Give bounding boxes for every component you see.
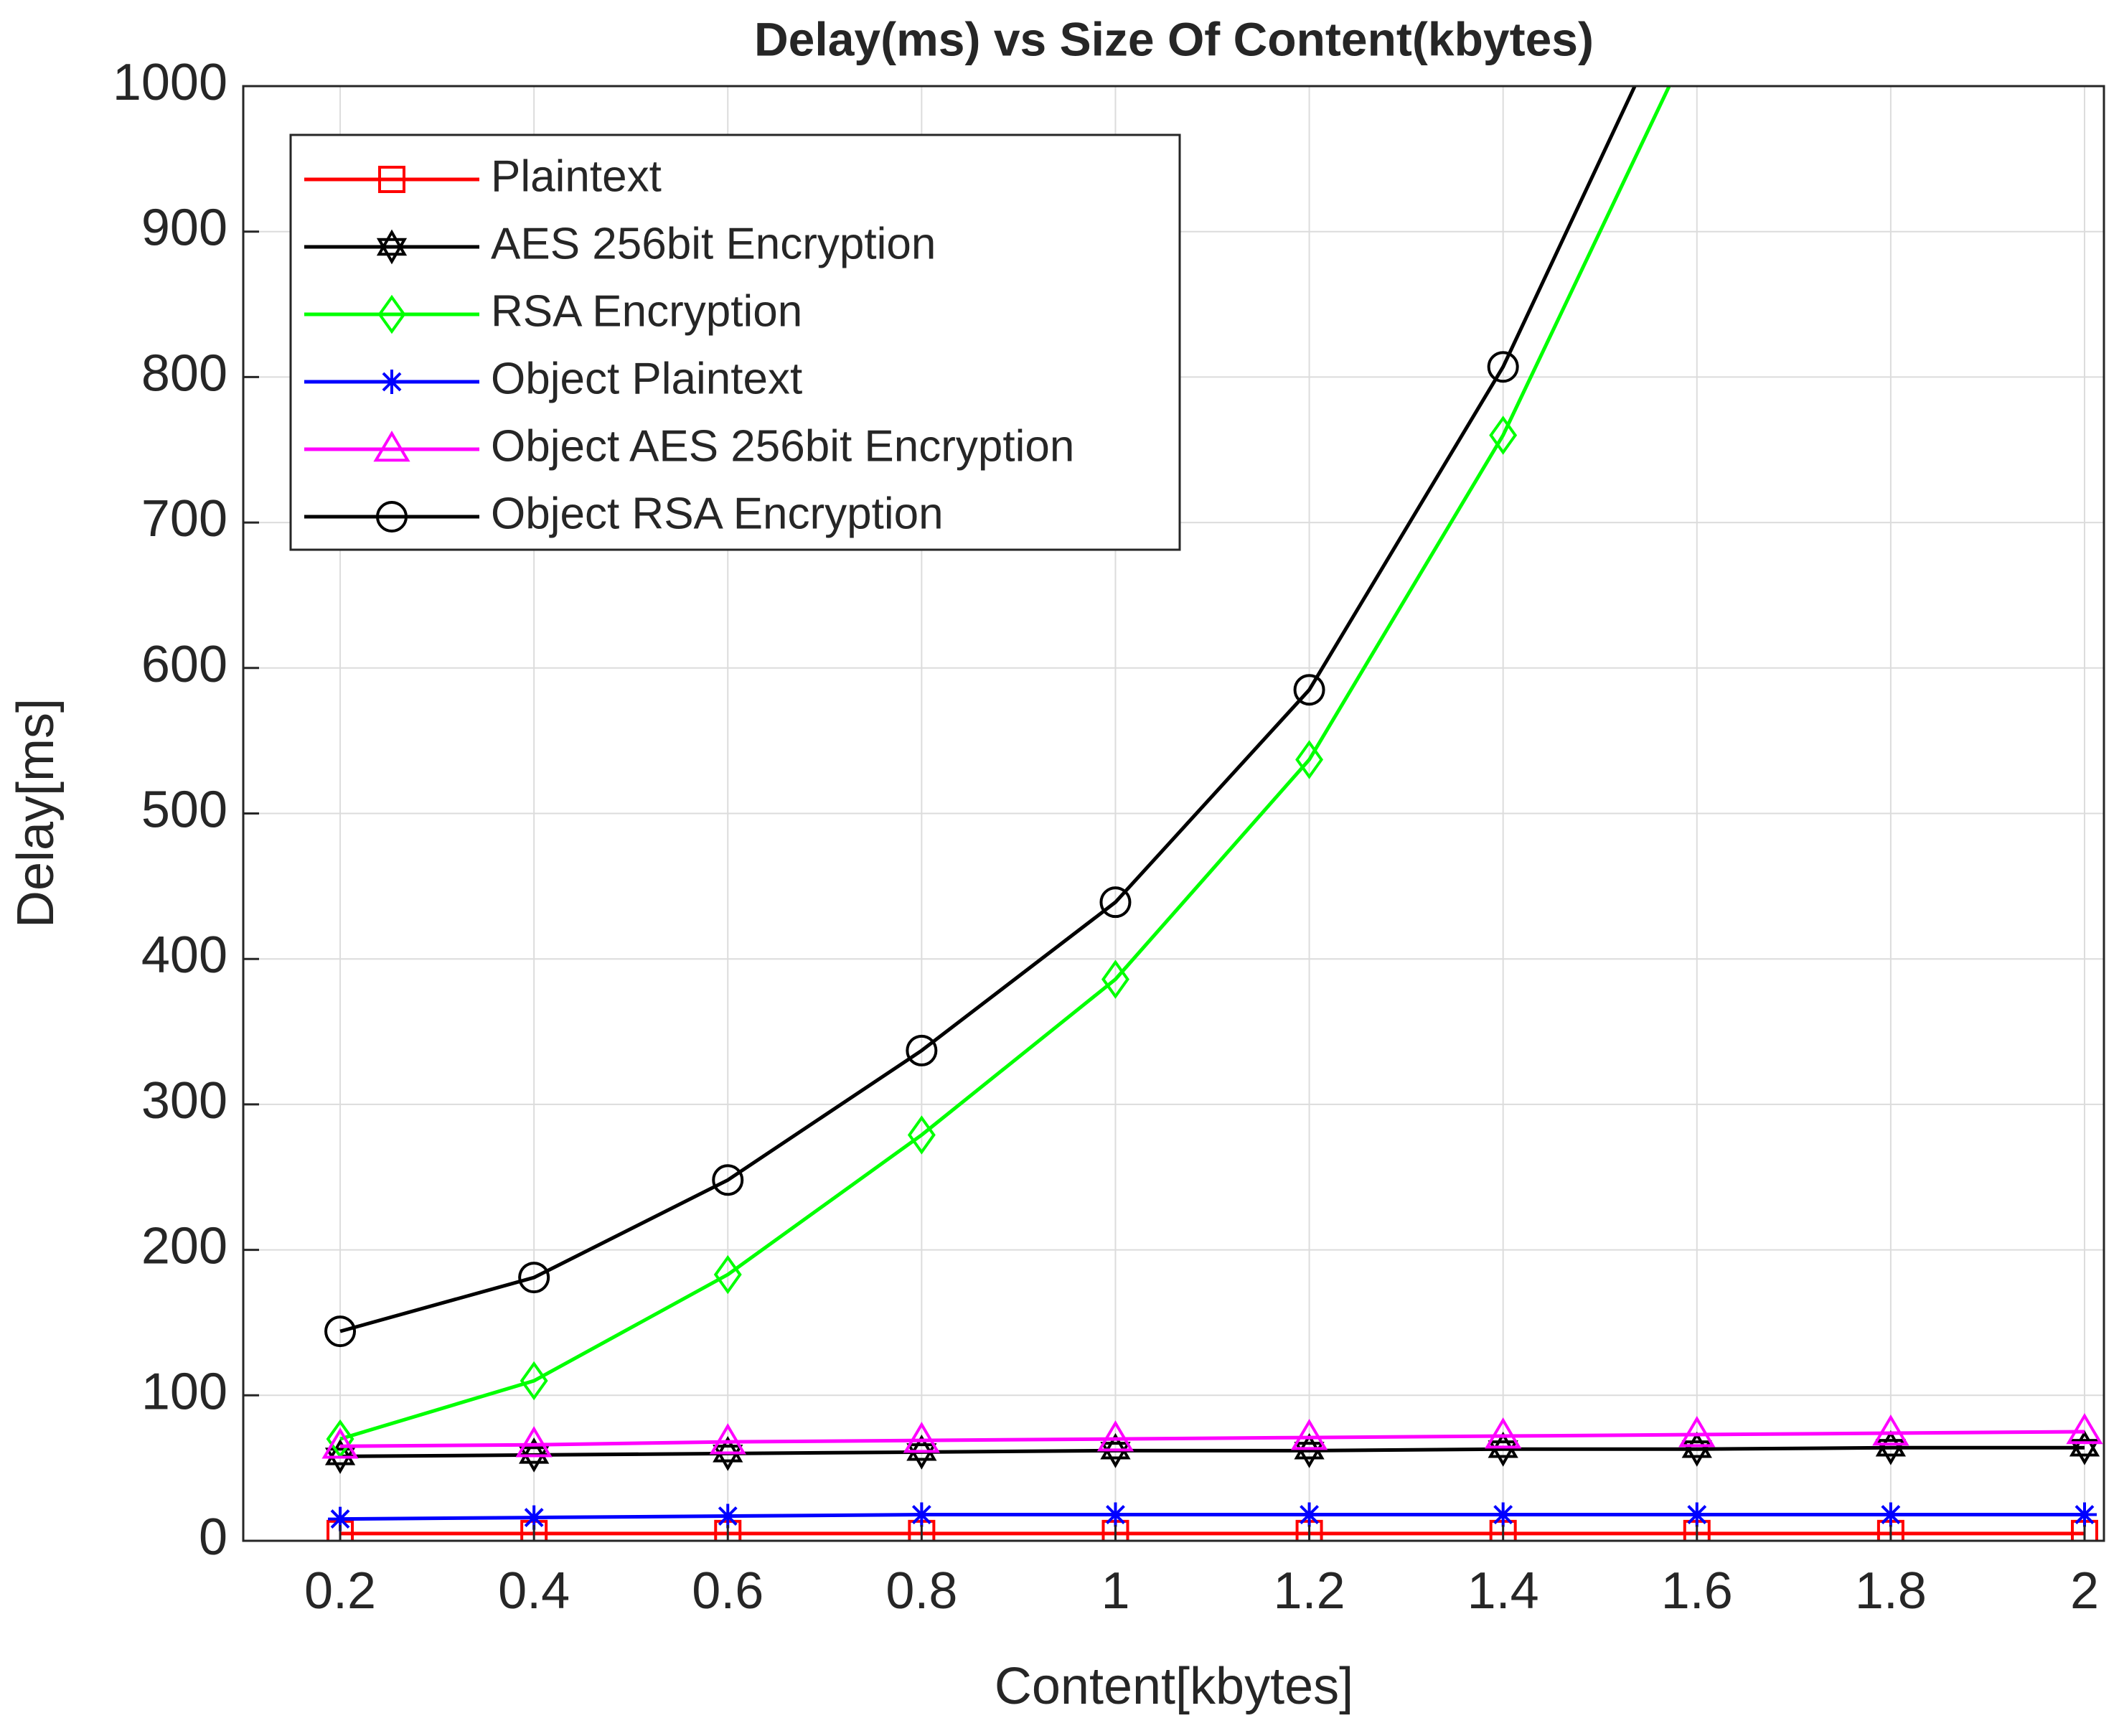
marker bbox=[1290, 1419, 1328, 1450]
y-tick-label: 1000 bbox=[113, 54, 227, 111]
x-tick-label: 0.6 bbox=[692, 1562, 764, 1620]
marker bbox=[1096, 1420, 1134, 1452]
x-tick-label: 1.8 bbox=[1855, 1562, 1927, 1620]
marker bbox=[1293, 674, 1325, 706]
x-tick-label: 1.6 bbox=[1661, 1562, 1733, 1620]
marker bbox=[1489, 416, 1518, 455]
x-tick-label: 1 bbox=[1101, 1562, 1129, 1620]
marker bbox=[380, 370, 404, 394]
marker bbox=[1878, 1502, 1903, 1527]
series-line bbox=[340, 1430, 2085, 1448]
legend-label: AES 256bit Encryption bbox=[491, 219, 936, 268]
x-tick-label: 0.4 bbox=[498, 1562, 570, 1620]
marker bbox=[378, 166, 405, 193]
marker bbox=[906, 1434, 937, 1470]
marker bbox=[713, 1435, 743, 1471]
y-tick-label: 300 bbox=[141, 1072, 227, 1130]
marker bbox=[376, 501, 408, 532]
y-tick-label: 500 bbox=[141, 782, 227, 839]
marker bbox=[324, 1439, 356, 1474]
y-tick-label: 700 bbox=[141, 490, 227, 548]
series-line bbox=[339, 86, 1637, 1333]
series-line bbox=[340, 1513, 2085, 1521]
legend-label: Plaintext bbox=[491, 151, 662, 201]
marker bbox=[715, 1503, 741, 1529]
marker bbox=[522, 1505, 547, 1530]
x-axis-label: Content[kbytes] bbox=[995, 1658, 1353, 1715]
marker bbox=[1685, 11, 1709, 45]
x-tick-label: 0.2 bbox=[304, 1562, 376, 1620]
marker bbox=[909, 1502, 934, 1527]
marker bbox=[1872, 1414, 1909, 1446]
marker bbox=[1297, 1502, 1322, 1527]
y-tick-label: 800 bbox=[141, 344, 227, 402]
marker bbox=[377, 294, 406, 334]
legend-label: Object RSA Encryption bbox=[491, 489, 944, 538]
marker bbox=[1294, 1432, 1325, 1468]
x-tick-label: 0.8 bbox=[885, 1562, 957, 1620]
x-tick-label: 1.2 bbox=[1274, 1562, 1345, 1620]
marker bbox=[906, 1034, 938, 1066]
marker bbox=[709, 1423, 746, 1455]
marker bbox=[324, 1315, 357, 1348]
marker bbox=[907, 1115, 936, 1155]
y-axis-label: Delay[ms] bbox=[7, 698, 65, 928]
marker bbox=[1488, 1431, 1518, 1467]
series-line bbox=[339, 86, 1671, 1441]
y-tick-label: 100 bbox=[141, 1363, 227, 1420]
marker bbox=[903, 1422, 940, 1453]
marker bbox=[519, 1437, 550, 1473]
marker bbox=[515, 1426, 553, 1458]
marker bbox=[1101, 960, 1129, 999]
y-tick-label: 0 bbox=[199, 1509, 227, 1566]
marker bbox=[1684, 1502, 1709, 1527]
marker bbox=[1487, 351, 1519, 383]
marker bbox=[1100, 1432, 1131, 1468]
chart-title: Delay(ms) vs Size Of Content(kbytes) bbox=[754, 12, 1594, 65]
marker bbox=[1485, 1417, 1522, 1449]
y-tick-label: 900 bbox=[141, 200, 227, 257]
marker bbox=[712, 1164, 744, 1196]
marker bbox=[1678, 1415, 1716, 1448]
legend-label: Object AES 256bit Encryption bbox=[491, 421, 1074, 471]
x-tick-label: 1.4 bbox=[1467, 1562, 1539, 1620]
legend-box bbox=[289, 133, 1181, 551]
marker bbox=[713, 1254, 742, 1295]
marker bbox=[1099, 886, 1132, 919]
marker bbox=[373, 430, 410, 462]
y-tick-label: 400 bbox=[141, 926, 227, 984]
marker bbox=[1490, 1502, 1516, 1527]
y-tick-label: 600 bbox=[141, 636, 227, 693]
legend-label: Object Plaintext bbox=[491, 354, 802, 403]
marker bbox=[518, 1262, 550, 1294]
marker bbox=[321, 1427, 359, 1459]
marker bbox=[376, 229, 408, 265]
legend-label: RSA Encryption bbox=[491, 286, 802, 336]
x-tick-label: 2 bbox=[2070, 1562, 2099, 1620]
marker bbox=[2072, 1502, 2097, 1527]
marker bbox=[1103, 1502, 1128, 1527]
series-line bbox=[340, 1445, 2085, 1458]
y-tick-label: 200 bbox=[141, 1218, 227, 1275]
marker bbox=[1295, 740, 1324, 779]
marker bbox=[520, 1361, 548, 1401]
marker bbox=[328, 1506, 353, 1531]
marker bbox=[2066, 1412, 2103, 1445]
